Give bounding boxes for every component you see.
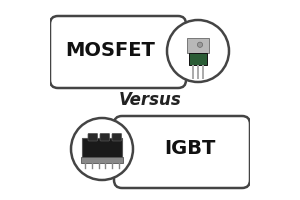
FancyBboxPatch shape xyxy=(81,157,123,163)
FancyBboxPatch shape xyxy=(82,138,122,158)
FancyBboxPatch shape xyxy=(189,53,207,65)
Circle shape xyxy=(71,118,133,180)
FancyBboxPatch shape xyxy=(114,116,250,188)
Text: MOSFET: MOSFET xyxy=(65,42,155,60)
FancyBboxPatch shape xyxy=(187,38,209,53)
Circle shape xyxy=(167,20,229,82)
FancyBboxPatch shape xyxy=(100,133,110,141)
Text: Versus: Versus xyxy=(118,91,182,109)
FancyBboxPatch shape xyxy=(112,133,122,141)
Circle shape xyxy=(197,42,202,47)
FancyBboxPatch shape xyxy=(50,16,186,88)
FancyBboxPatch shape xyxy=(88,133,98,141)
Text: IGBT: IGBT xyxy=(164,140,216,158)
